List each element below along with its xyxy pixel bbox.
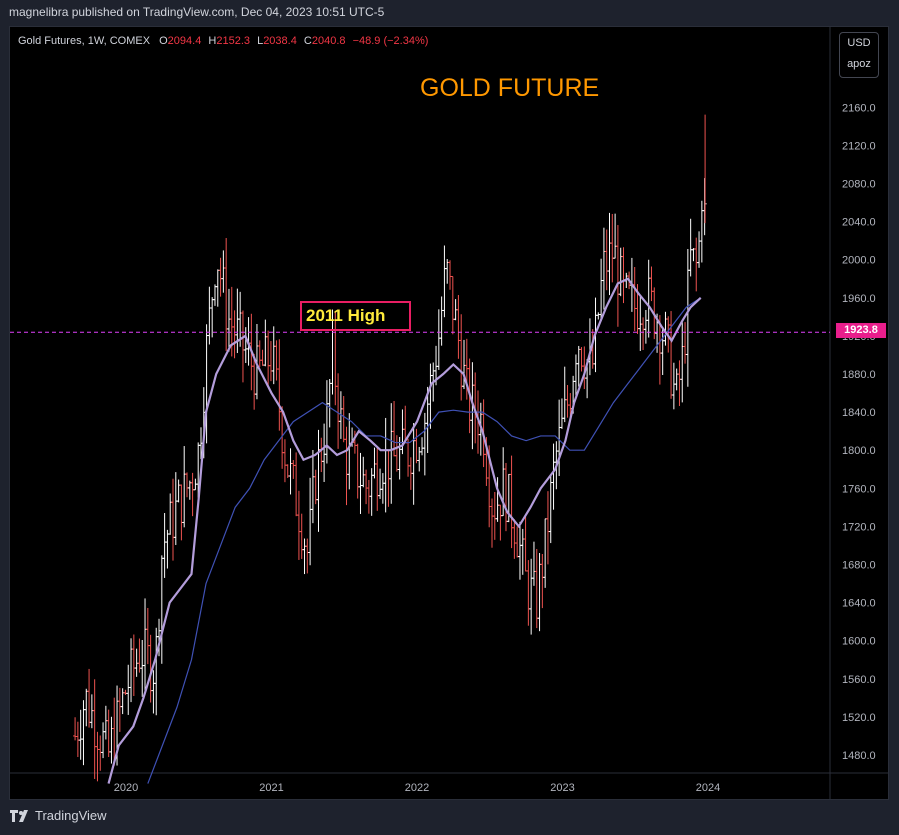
currency-label: USD bbox=[847, 37, 871, 49]
y-tick-label: 1800.0 bbox=[842, 445, 876, 457]
footer-brand[interactable]: TradingView bbox=[10, 808, 107, 823]
tradingview-brand: TradingView bbox=[35, 808, 107, 823]
y-tick-label: 2000.0 bbox=[842, 255, 876, 267]
x-tick-label: 2022 bbox=[405, 782, 429, 794]
y-tick-label: 1720.0 bbox=[842, 521, 876, 533]
low-label: L bbox=[257, 35, 264, 47]
low-value: 2038.4 bbox=[263, 35, 297, 47]
y-tick-label: 2160.0 bbox=[842, 102, 876, 114]
price-chart[interactable]: 1480.0 1520.0 1560.0 1600.0 1640.0 1680.0 1720… bbox=[10, 27, 888, 799]
open-label: O bbox=[159, 35, 168, 47]
close-label: C bbox=[303, 35, 312, 47]
y-tick-label: 1840.0 bbox=[842, 407, 876, 419]
chart-title: GOLD FUTURE bbox=[420, 74, 600, 102]
scale-label: apoz bbox=[847, 58, 871, 70]
open-value: 2094.4 bbox=[167, 35, 202, 47]
y-tick-label: 1880.0 bbox=[842, 369, 876, 381]
y-tick-label: 1600.0 bbox=[842, 636, 876, 648]
y-tick-label: 2120.0 bbox=[842, 140, 876, 152]
y-tick-label: 1560.0 bbox=[842, 674, 876, 686]
x-tick-label: 2021 bbox=[259, 782, 283, 794]
currency-selector[interactable]: USD apoz bbox=[839, 32, 879, 78]
y-tick-label: 1480.0 bbox=[842, 750, 876, 762]
symbol-name[interactable]: Gold Futures, 1W, COMEX bbox=[18, 35, 151, 47]
high-label: H bbox=[208, 35, 217, 47]
slow-moving-average-line bbox=[147, 297, 702, 784]
chart-area[interactable]: 1480.0 1520.0 1560.0 1600.0 1640.0 1680.0 1720… bbox=[9, 26, 889, 800]
y-tick-label: 1520.0 bbox=[842, 712, 876, 724]
symbol-legend: Gold Futures, 1W, COMEX O2094.4 H2152.3 … bbox=[18, 35, 432, 47]
y-tick-label: 2040.0 bbox=[842, 217, 876, 229]
y-tick-label: 1960.0 bbox=[842, 293, 876, 305]
level-price-tag: 1923.8 bbox=[836, 323, 886, 338]
tradingview-logo-icon bbox=[10, 809, 28, 822]
publish-info: magnelibra published on TradingView.com,… bbox=[9, 5, 385, 19]
change-value: −48.9 (−2.34%) bbox=[352, 35, 429, 47]
high-value: 2152.3 bbox=[216, 35, 250, 47]
close-value: 2040.8 bbox=[311, 35, 346, 47]
y-tick-label: 1760.0 bbox=[842, 483, 876, 495]
x-tick-label: 2020 bbox=[114, 782, 138, 794]
x-tick-label: 2024 bbox=[696, 782, 720, 794]
y-tick-label: 1680.0 bbox=[842, 560, 876, 572]
x-tick-label: 2023 bbox=[550, 782, 574, 794]
y-tick-label: 1640.0 bbox=[842, 598, 876, 610]
annotation-2011-high[interactable]: 2011 High bbox=[300, 301, 411, 331]
y-tick-label: 2080.0 bbox=[842, 179, 876, 191]
fast-moving-average-line bbox=[107, 277, 702, 784]
